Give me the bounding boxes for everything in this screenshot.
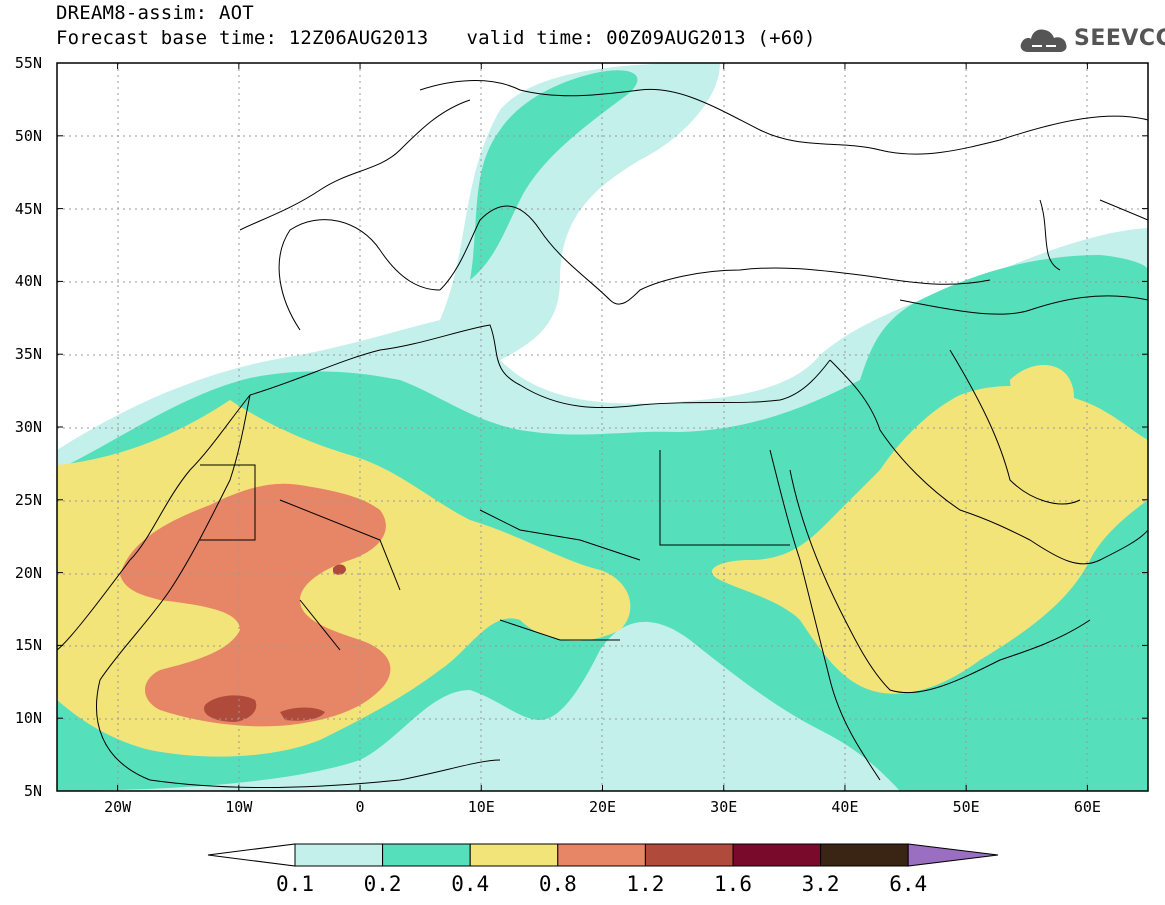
lat-label: 45N bbox=[14, 199, 42, 218]
lon-label: 0 bbox=[355, 798, 365, 816]
colorbar-segment bbox=[469, 843, 559, 867]
valid-time: valid time: 00Z09AUG2013 (+60) bbox=[466, 27, 816, 49]
lat-label: 40N bbox=[14, 272, 42, 291]
aot-contour-1.2 bbox=[204, 695, 257, 722]
colorbar-level-label: 1.2 bbox=[626, 872, 665, 896]
colorbar-over-triangle bbox=[907, 843, 999, 867]
lat-label: 55N bbox=[14, 54, 42, 72]
colorbar-segment bbox=[294, 843, 384, 867]
colorbar-level-label: 0.2 bbox=[363, 872, 402, 896]
map-title: DREAM8-assim: AOT bbox=[56, 2, 254, 24]
lon-label: 60E bbox=[1073, 798, 1101, 816]
aot-contour-0.8 bbox=[120, 483, 391, 727]
lon-label: 10W bbox=[225, 798, 253, 816]
lat-label: 35N bbox=[14, 345, 42, 364]
axis-ticks bbox=[57, 62, 1148, 792]
colorbar-segment bbox=[820, 843, 909, 867]
colorbar-segment bbox=[644, 843, 734, 867]
logo-text: SEEVCCC bbox=[1074, 26, 1165, 51]
lon-label: 30E bbox=[710, 798, 738, 816]
lat-label: 30N bbox=[14, 418, 42, 436]
colorbar-level-label: 0.1 bbox=[276, 872, 314, 896]
coastlines bbox=[57, 80, 1148, 788]
colorbar-level-label: 1.6 bbox=[714, 872, 752, 896]
lon-label: 50E bbox=[952, 798, 980, 816]
colorbar-level-label: 6.4 bbox=[889, 872, 928, 896]
cloud-icon bbox=[1020, 29, 1067, 52]
colorbar-level-label: 0.4 bbox=[451, 872, 490, 896]
lon-label: 40E bbox=[831, 798, 859, 816]
lat-label: 15N bbox=[14, 636, 42, 655]
colorbar-level-label: 3.2 bbox=[801, 872, 840, 896]
seevccc-logo: SEEVCCC bbox=[1018, 24, 1165, 58]
lon-label: 10E bbox=[467, 798, 495, 816]
lat-label: 20N bbox=[14, 563, 42, 582]
aot-contour-0.4-east bbox=[711, 385, 1148, 694]
lon-label: 20E bbox=[588, 798, 617, 816]
lat-label: 25N bbox=[14, 490, 42, 509]
grid-lines bbox=[57, 63, 1148, 791]
base-time: Forecast base time: 12Z06AUG2013 bbox=[56, 27, 429, 49]
colorbar-segment bbox=[732, 843, 822, 867]
aot-contour-1.2c bbox=[333, 564, 346, 575]
aot-contour-0.2-north bbox=[470, 70, 638, 280]
colorbar-level-label: 0.8 bbox=[538, 872, 577, 896]
aot-contour-1.2b bbox=[280, 707, 325, 721]
colorbar-under-triangle bbox=[207, 843, 296, 867]
aot-contour-0.4-iran bbox=[1010, 365, 1074, 420]
colorbar-segment bbox=[557, 843, 646, 867]
lon-label: 20W bbox=[104, 798, 132, 816]
lat-label: 50N bbox=[14, 126, 42, 145]
lat-label: 5N bbox=[23, 782, 42, 800]
forecast-times: Forecast base time: 12Z06AUG2013 valid ti… bbox=[56, 27, 816, 49]
lat-label: 10N bbox=[14, 709, 42, 728]
colorbar-segment bbox=[382, 843, 471, 867]
colorbar bbox=[207, 843, 999, 867]
